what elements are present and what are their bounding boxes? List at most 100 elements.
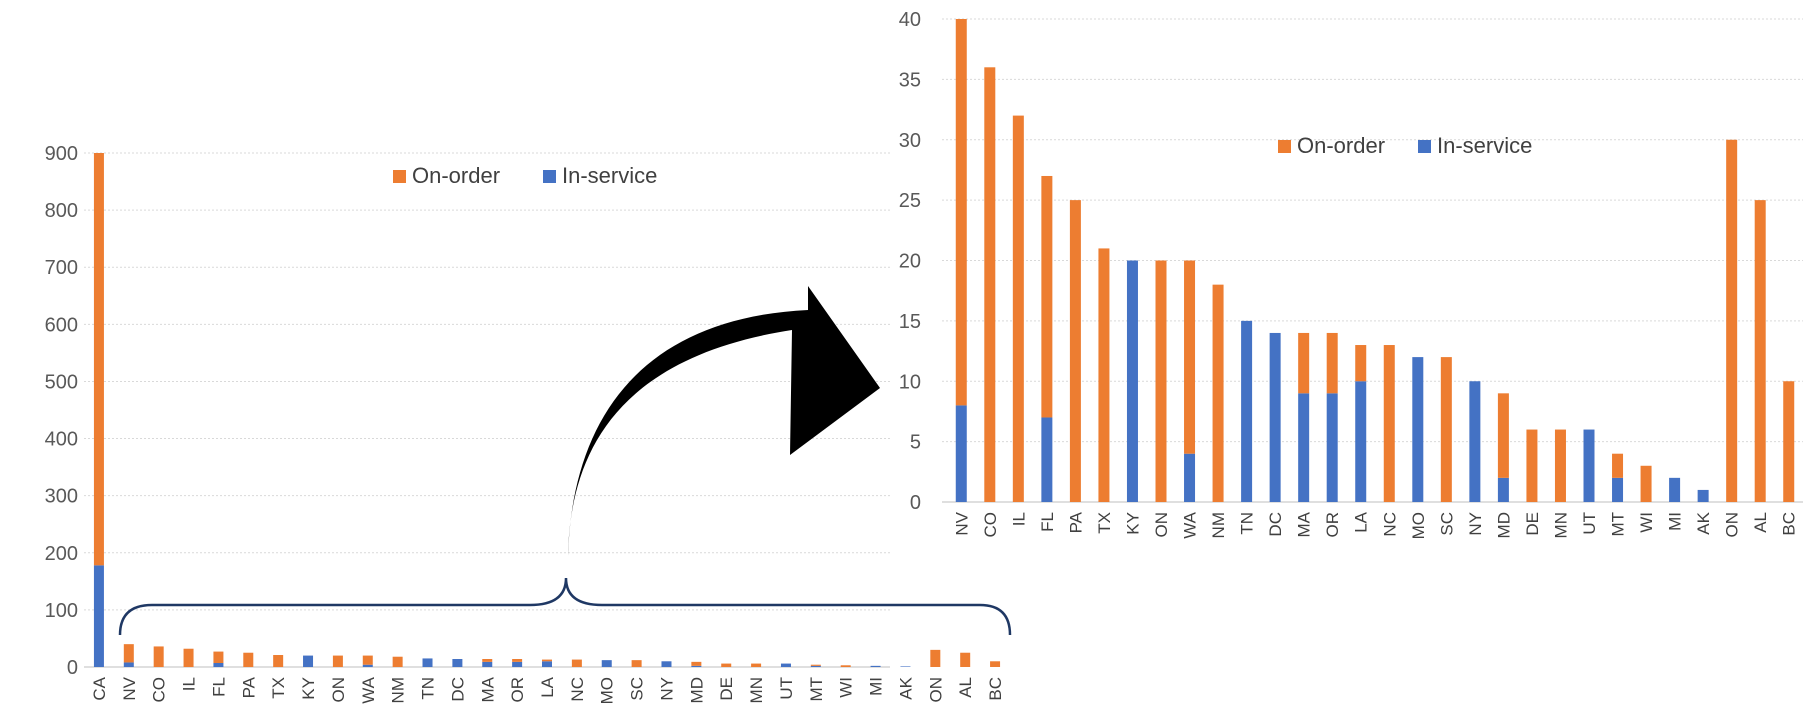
bar-in-service xyxy=(1612,477,1624,502)
bar-in-service xyxy=(955,405,967,502)
bar-in-service xyxy=(123,662,134,667)
bar-on-order xyxy=(153,646,164,667)
annotation-layer xyxy=(118,286,1012,636)
bar-on-order xyxy=(332,655,343,667)
bar-in-service xyxy=(213,663,224,667)
x-tick-label: NV xyxy=(120,676,139,700)
x-tick-label: WI xyxy=(837,677,856,698)
x-tick-label: AK xyxy=(896,676,915,699)
x-tick-label: MN xyxy=(1551,512,1570,538)
x-tick-label: IL xyxy=(1009,512,1028,526)
x-tick-label: TN xyxy=(1238,512,1257,535)
x-tick-label: NM xyxy=(389,677,408,703)
bar-on-order xyxy=(243,652,254,667)
bar-on-order xyxy=(1726,139,1738,502)
bar-on-order xyxy=(512,659,523,662)
legend-swatch xyxy=(1418,140,1431,153)
bar-in-service xyxy=(1269,332,1281,502)
x-tick-label: MD xyxy=(687,677,706,703)
y-tick-label: 500 xyxy=(45,371,78,393)
bar-in-service xyxy=(780,663,791,667)
x-tick-label: DC xyxy=(1266,512,1285,537)
bar-in-service xyxy=(1041,417,1053,502)
x-tick-label: NY xyxy=(1466,512,1485,536)
bar-on-order xyxy=(955,19,967,406)
legend-label: In-service xyxy=(562,163,657,188)
bar-on-order xyxy=(1526,429,1538,502)
bar-on-order xyxy=(362,655,373,665)
y-tick-label: 100 xyxy=(45,600,78,622)
x-tick-label: TX xyxy=(1095,512,1114,534)
bar-on-order xyxy=(183,648,194,667)
bar-on-order xyxy=(1497,393,1509,478)
y-tick-label: 200 xyxy=(45,543,78,565)
bar-on-order xyxy=(1212,284,1224,502)
bar-on-order xyxy=(721,663,732,667)
bar-in-service xyxy=(1469,381,1481,502)
x-tick-label: ON xyxy=(329,677,348,703)
bar-on-order xyxy=(1612,453,1624,478)
x-tick-label: TN xyxy=(419,677,438,700)
x-tick-label: NC xyxy=(1380,512,1399,537)
bar-on-order xyxy=(1554,429,1566,502)
x-tick-label: MO xyxy=(598,677,617,704)
bar-on-order xyxy=(1155,260,1167,502)
y-tick-label: 0 xyxy=(910,492,921,514)
legend-swatch xyxy=(393,170,406,183)
x-tick-label: CA xyxy=(90,676,109,700)
x-tick-label: MA xyxy=(1295,511,1314,537)
bar-in-service xyxy=(1126,260,1138,502)
x-tick-label: MN xyxy=(747,677,766,703)
bar-in-service xyxy=(691,665,702,667)
y-tick-label: 25 xyxy=(899,190,921,212)
x-tick-label: PA xyxy=(239,676,258,698)
bar-on-order xyxy=(392,656,403,667)
bar-in-service xyxy=(870,665,881,667)
legend-swatch xyxy=(543,170,556,183)
bar-on-order xyxy=(1383,345,1395,502)
x-tick-label: CO xyxy=(150,677,169,703)
y-tick-label: 40 xyxy=(899,9,921,31)
bar-in-service xyxy=(1669,477,1681,502)
legend-label: On-order xyxy=(1297,133,1385,158)
bar-in-service xyxy=(1583,429,1595,502)
legend-label: In-service xyxy=(1437,133,1532,158)
bar-on-order xyxy=(1640,465,1652,502)
bar-on-order xyxy=(751,663,762,667)
bar-in-service xyxy=(1241,320,1253,502)
legend-swatch xyxy=(1278,140,1291,153)
y-tick-label: 400 xyxy=(45,429,78,451)
bar-on-order xyxy=(123,644,134,663)
x-tick-label: DE xyxy=(717,677,736,701)
legend-label: On-order xyxy=(412,163,500,188)
bar-on-order xyxy=(840,665,851,667)
y-tick-label: 300 xyxy=(45,486,78,508)
bar-on-order xyxy=(213,651,224,664)
x-tick-label: AK xyxy=(1694,511,1713,534)
x-tick-label: ON xyxy=(926,677,945,703)
y-tick-label: 10 xyxy=(899,371,921,393)
bar-on-order xyxy=(1298,332,1310,394)
x-tick-label: MO xyxy=(1409,512,1428,539)
bar-on-order xyxy=(1184,260,1196,454)
bar-on-order xyxy=(930,649,941,667)
x-tick-label: DE xyxy=(1523,512,1542,536)
x-tick-label: AL xyxy=(956,677,975,698)
bar-in-service xyxy=(601,660,612,667)
x-tick-label: NV xyxy=(952,511,971,535)
x-tick-label: CO xyxy=(981,512,1000,538)
bar-in-service xyxy=(93,565,104,667)
bar-in-service xyxy=(422,658,433,667)
bar-in-service xyxy=(1184,453,1196,502)
x-tick-label: ON xyxy=(1723,512,1742,538)
bar-on-order xyxy=(631,660,642,667)
y-tick-label: 900 xyxy=(45,143,78,165)
x-tick-label: FL xyxy=(209,677,228,697)
bar-in-service xyxy=(303,655,314,667)
curved-arrow-icon xyxy=(568,286,880,556)
x-tick-label: UT xyxy=(777,677,796,700)
y-tick-label: 20 xyxy=(899,251,921,273)
x-tick-label: MI xyxy=(867,677,886,696)
x-tick-label: KY xyxy=(299,677,318,700)
